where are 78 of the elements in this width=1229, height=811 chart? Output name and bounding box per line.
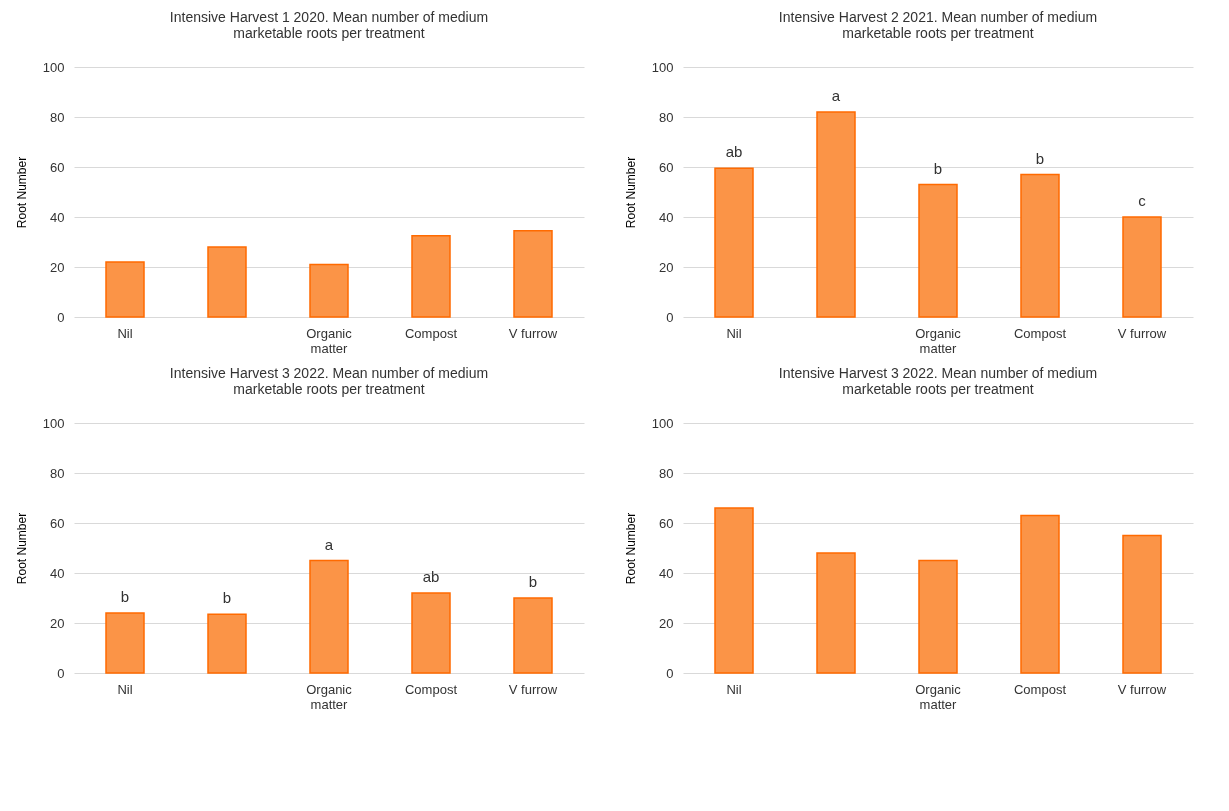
bar — [714, 507, 754, 674]
x-tick-label: Nil — [726, 681, 742, 697]
chart-title: Intensive Harvest 2 2021. Mean number of medium marketable roots per treatment — [778, 9, 1098, 41]
bar — [714, 167, 754, 318]
y-tick-label: 0 — [666, 309, 674, 325]
data-label: b — [222, 589, 232, 607]
data-label: a — [831, 87, 841, 104]
y-tick-label: 80 — [659, 465, 674, 481]
bar — [105, 261, 145, 318]
bar — [816, 111, 856, 318]
y-tick-label: 0 — [666, 665, 674, 681]
bar — [411, 235, 451, 318]
x-tick-label: Organic matter — [306, 325, 353, 356]
x-tick-label: Organic matter — [306, 681, 353, 712]
bar — [309, 559, 349, 674]
x-tick-label: Compost — [1013, 325, 1067, 341]
bar — [513, 230, 553, 318]
data-label: b — [528, 573, 538, 590]
x-tick-label: V furrow — [1117, 325, 1167, 341]
bar — [105, 612, 145, 674]
y-tick-label: 60 — [659, 159, 674, 175]
x-tick-label: Organic matter — [915, 325, 962, 356]
x-tick-label: V furrow — [508, 681, 558, 697]
data-label: ab — [725, 143, 743, 161]
y-tick-label: 40 — [659, 209, 674, 225]
data-label: b — [933, 159, 943, 177]
y-tick-label: 100 — [42, 415, 65, 431]
data-label: c — [1138, 192, 1147, 209]
y-tick-label: 20 — [659, 615, 674, 631]
bar — [309, 263, 349, 318]
x-tick-label: V furrow — [508, 325, 558, 341]
y-tick-label: 100 — [651, 415, 674, 431]
x-tick-label: Nil — [726, 325, 742, 341]
y-axis-title: Root Number — [623, 156, 638, 229]
y-tick-label: 20 — [50, 259, 65, 275]
y-tick-label: 80 — [50, 109, 65, 125]
chart-title: Intensive Harvest 1 2020. Mean number of medium marketable roots per treatment — [169, 9, 489, 41]
y-axis-title: Root Number — [14, 512, 29, 585]
x-tick-label: Nil — [117, 325, 133, 341]
x-tick-label: Compost — [404, 681, 458, 697]
y-axis-title: Root Number — [14, 156, 29, 229]
y-tick-label: 40 — [659, 565, 674, 581]
chart-title: Intensive Harvest 3 2022. Mean number of medium marketable roots per treatment — [778, 365, 1098, 397]
bar — [1122, 534, 1162, 674]
y-tick-label: 0 — [57, 309, 65, 325]
x-tick-label: Organic matter — [915, 681, 962, 712]
bar — [1020, 514, 1060, 674]
y-tick-label: 100 — [651, 59, 674, 75]
x-tick-label: V furrow — [1117, 681, 1167, 697]
x-tick-label: Compost — [404, 325, 458, 341]
y-tick-label: 80 — [50, 465, 65, 481]
data-label: b — [1035, 149, 1045, 167]
data-label: a — [324, 535, 334, 553]
y-tick-label: 0 — [57, 665, 65, 681]
bar — [918, 183, 958, 318]
y-tick-label: 60 — [659, 515, 674, 531]
bar — [207, 246, 247, 318]
y-tick-label: 20 — [659, 259, 674, 275]
bar — [513, 597, 553, 674]
y-tick-label: 40 — [50, 565, 65, 581]
data-label: ab — [422, 568, 440, 585]
chart-title: Intensive Harvest 3 2022. Mean number of medium marketable roots per treatment — [169, 365, 489, 397]
y-tick-label: 20 — [50, 615, 65, 631]
bar — [411, 592, 451, 674]
bar — [1020, 173, 1060, 318]
bar — [918, 559, 958, 674]
y-tick-label: 80 — [659, 109, 674, 125]
y-tick-label: 60 — [50, 515, 65, 531]
bar — [1122, 216, 1162, 318]
y-tick-label: 40 — [50, 209, 65, 225]
x-tick-label: Compost — [1013, 681, 1067, 697]
y-axis-title: Root Number — [623, 512, 638, 585]
bar — [816, 552, 856, 674]
data-label: b — [120, 588, 130, 605]
x-tick-label: Nil — [117, 681, 133, 697]
bar — [207, 613, 247, 674]
y-tick-label: 100 — [42, 59, 65, 75]
y-tick-label: 60 — [50, 159, 65, 175]
